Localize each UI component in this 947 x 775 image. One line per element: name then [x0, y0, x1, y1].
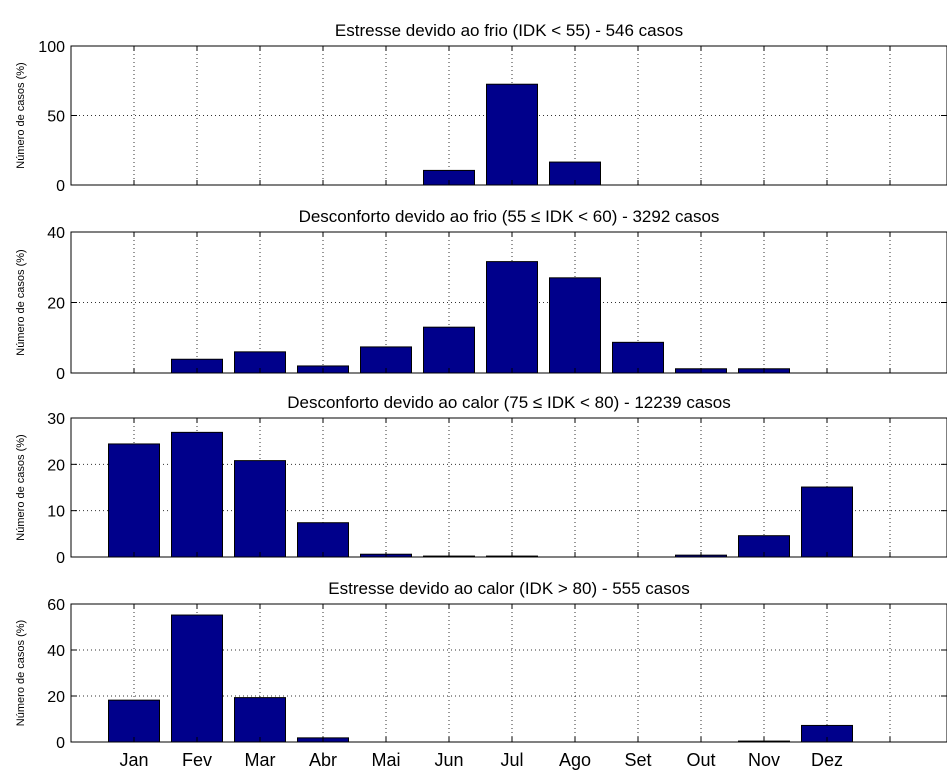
y-tick-label: 0 [56, 735, 65, 752]
y-axis-label: Número de casos (%) [15, 620, 27, 726]
bar-jul [486, 83, 538, 186]
bar-dez [801, 486, 853, 558]
y-tick-label: 60 [47, 597, 65, 614]
y-tick-label: 0 [56, 550, 65, 567]
y-tick-label: 100 [38, 39, 65, 56]
x-tick-label-jan: Jan [119, 750, 148, 770]
bar-jun [423, 326, 475, 374]
bar-mar [234, 460, 286, 558]
bar-jan [108, 699, 160, 743]
x-tick-label-nov: Nov [748, 750, 780, 770]
y-axis-label: Número de casos (%) [15, 249, 27, 355]
bar-jan [108, 443, 160, 558]
y-tick-label: 10 [47, 504, 65, 521]
axes-frame [70, 417, 947, 558]
x-tick-label-mai: Mai [371, 750, 400, 770]
chart-panel-4: 0 20 40 60 Estresse devido ao calor (IDK > 8… [15, 579, 947, 770]
y-tick-label: 50 [47, 109, 65, 126]
bar-jul [486, 261, 538, 374]
y-axis-label: Número de casos (%) [15, 434, 27, 540]
x-tick-label-mar: Mar [245, 750, 276, 770]
x-tick-label-jun: Jun [434, 750, 463, 770]
bar-ago [549, 277, 601, 374]
y-tick-label: 30 [47, 411, 65, 428]
x-tick-label-set: Set [624, 750, 651, 770]
x-tick-label-fev: Fev [182, 750, 212, 770]
x-tick-label-abr: Abr [309, 750, 337, 770]
bar-abr [297, 522, 349, 558]
bar-fev [171, 431, 223, 558]
y-tick-label: 20 [47, 457, 65, 474]
chart-title: Desconforto devido ao frio (55 ≤ IDK < 6… [299, 207, 720, 226]
chart-title: Desconforto devido ao calor (75 ≤ IDK < … [287, 393, 731, 412]
y-tick-label: 20 [47, 296, 65, 313]
y-tick-label: 40 [47, 225, 65, 242]
bar-set [612, 341, 664, 374]
chart-panel-3: 0 10 20 30 Desconforto devido ao calor (75 ≤… [15, 393, 947, 567]
bar-mar [234, 697, 286, 743]
y-tick-label: 40 [47, 643, 65, 660]
y-tick-label: 20 [47, 689, 65, 706]
x-tick-label-jul: Jul [500, 750, 523, 770]
chart-title: Estresse devido ao frio (IDK < 55) - 546… [335, 21, 683, 40]
y-tick-label: 0 [56, 178, 65, 195]
x-tick-label-out: Out [686, 750, 715, 770]
bar-fev [171, 614, 223, 743]
y-axis-label: Número de casos (%) [15, 62, 27, 168]
x-tick-label-dez: Dez [811, 750, 843, 770]
chart-panel-2: 0 20 40 Desconforto devido ao frio (55 ≤ ID… [15, 207, 947, 383]
axes-frame [70, 603, 947, 743]
chart-title: Estresse devido ao calor (IDK > 80) - 55… [328, 579, 689, 598]
y-tick-label: 0 [56, 366, 65, 383]
x-tick-label-ago: Ago [559, 750, 591, 770]
chart-panel-1: 0 50 100 Estresse devido ao frio (IDK < 55)… [15, 21, 947, 195]
